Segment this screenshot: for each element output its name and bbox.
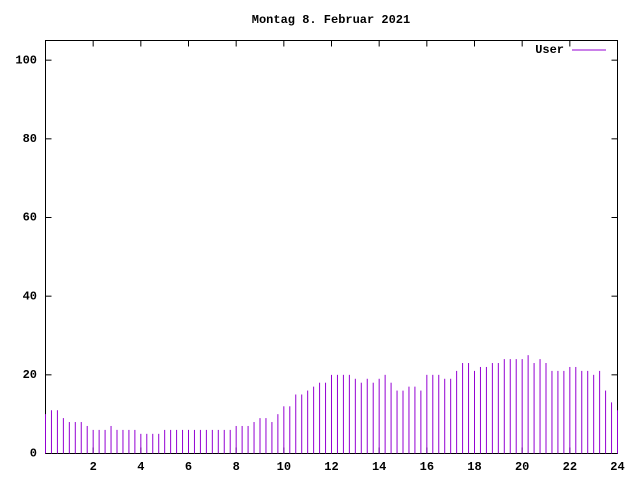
y-tick-label: 20	[23, 368, 37, 382]
x-tick-label: 22	[563, 460, 577, 474]
y-tick-label: 60	[23, 211, 37, 225]
y-tick-label: 100	[15, 53, 37, 67]
y-tick-label: 0	[30, 447, 37, 461]
x-tick-label: 14	[372, 460, 386, 474]
x-tick-label: 2	[90, 460, 97, 474]
x-tick-label: 20	[515, 460, 529, 474]
legend-label: User	[535, 43, 564, 57]
x-tick-label: 6	[185, 460, 192, 474]
x-tick-label: 16	[420, 460, 434, 474]
x-tick-label: 8	[233, 460, 240, 474]
y-tick-label: 40	[23, 289, 37, 303]
x-tick-label: 4	[137, 460, 144, 474]
y-tick-label: 80	[23, 132, 37, 146]
x-tick-label: 10	[277, 460, 291, 474]
chart-title: Montag 8. Februar 2021	[252, 13, 410, 27]
x-tick-label: 18	[467, 460, 481, 474]
x-tick-label: 12	[324, 460, 338, 474]
x-tick-label: 24	[610, 460, 624, 474]
